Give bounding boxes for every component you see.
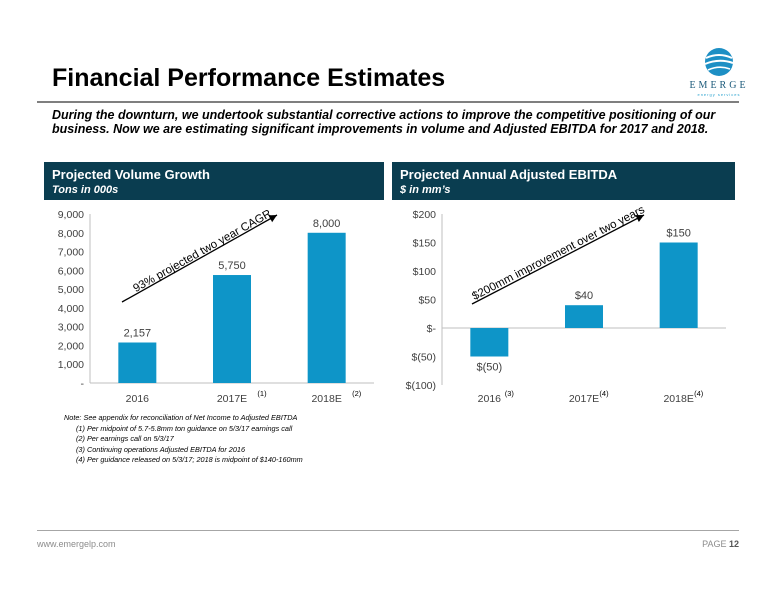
x-tick-label: 2016	[478, 393, 502, 405]
category-footnote-marker: (4)	[599, 389, 609, 398]
volume-panel-header: Projected Volume Growth Tons in 000s	[44, 162, 384, 200]
y-tick-label: 4,000	[58, 303, 84, 315]
ebitda-panel-title: Projected Annual Adjusted EBITDA	[400, 167, 618, 182]
footnote-1: (1) Per midpoint of 5.7-5.8mm ton guidan…	[76, 423, 293, 433]
data-label: $(50)	[476, 362, 502, 374]
bar	[307, 232, 346, 383]
globe-icon	[704, 48, 734, 76]
y-tick-label: $150	[413, 238, 437, 250]
bar	[565, 305, 603, 328]
annotation-text: 93% projected two year CAGR	[131, 208, 273, 295]
page-number-value: 12	[728, 539, 739, 549]
footer-divider	[37, 530, 739, 531]
title-divider	[37, 101, 739, 103]
footnote-4: (4) Per guidance released on 5/3/17; 201…	[76, 455, 303, 464]
y-tick-label: 3,000	[58, 322, 84, 334]
bar	[118, 342, 157, 383]
y-tick-label: 8,000	[58, 228, 84, 240]
data-label: 5,750	[218, 260, 246, 272]
logo-wordmark: EMERGE	[689, 80, 749, 91]
category-footnote-marker: (3)	[505, 389, 515, 398]
y-tick-label: 6,000	[58, 265, 84, 277]
y-tick-label: $100	[413, 266, 437, 278]
category-footnote-marker: (2)	[352, 389, 362, 398]
footnote-3: (3) Continuing operations Adjusted EBITD…	[76, 444, 246, 454]
logo-tagline: energy services	[697, 92, 741, 97]
y-tick-label: 2,000	[58, 340, 84, 352]
data-label: 8,000	[313, 218, 341, 230]
x-tick-label: 2018E	[311, 393, 341, 405]
category-footnote-marker: (1)	[257, 389, 267, 398]
y-tick-label: $(50)	[411, 352, 436, 364]
page-title: Financial Performance Estimates	[52, 64, 446, 92]
volume-chart: - 1,000 2,000 3,000 4,000 5,000 6,000 7,000 8,00…	[58, 208, 374, 405]
ebitda-chart: $(100) $(50) $- $50 $100 $150 $200 $(50) 2016 (3)…	[406, 204, 726, 405]
y-tick-label: -	[81, 378, 85, 390]
volume-panel-title: Projected Volume Growth	[52, 167, 210, 182]
annotation-text: $200mm improvement over two years	[470, 204, 647, 303]
y-tick-label: $50	[418, 295, 436, 307]
y-tick-label: 9,000	[58, 209, 84, 221]
ebitda-panel-header: Projected Annual Adjusted EBITDA $ in mm…	[392, 162, 735, 200]
y-tick-label: 5,000	[58, 284, 84, 296]
intro-text: During the downturn, we undertook substa…	[52, 108, 716, 136]
data-label: $40	[575, 290, 593, 302]
page-number: PAGE 12	[702, 539, 739, 549]
trend-arrow	[121, 214, 278, 303]
y-tick-label: 1,000	[58, 359, 84, 371]
page-label: PAGE	[702, 539, 727, 549]
trend-arrow	[471, 214, 645, 305]
x-tick-label: 2017E	[569, 393, 599, 405]
category-footnote-marker: (4)	[694, 389, 704, 398]
x-tick-label: 2018E	[663, 393, 693, 405]
x-tick-label: 2017E	[217, 393, 247, 405]
footnote-main: Note: See appendix for reconciliation of…	[64, 413, 298, 422]
data-label: $150	[666, 228, 690, 240]
bar	[470, 328, 509, 357]
bar	[659, 242, 698, 328]
volume-panel-subtitle: Tons in 000s	[52, 184, 119, 196]
footer-url[interactable]: www.emergelp.com	[37, 539, 116, 549]
y-tick-label: 7,000	[58, 247, 84, 259]
bar	[213, 275, 251, 383]
footnotes: Note: See appendix for reconciliation of…	[64, 413, 303, 466]
data-label: 2,157	[124, 327, 152, 339]
ebitda-panel-subtitle: $ in mm’s	[400, 184, 451, 196]
x-tick-label: 2016	[126, 393, 150, 405]
footnote-2: (2) Per earnings call on 5/3/17	[76, 434, 174, 443]
y-tick-label: $200	[413, 209, 437, 221]
y-tick-label: $(100)	[406, 380, 436, 392]
y-tick-label: $-	[427, 323, 437, 335]
